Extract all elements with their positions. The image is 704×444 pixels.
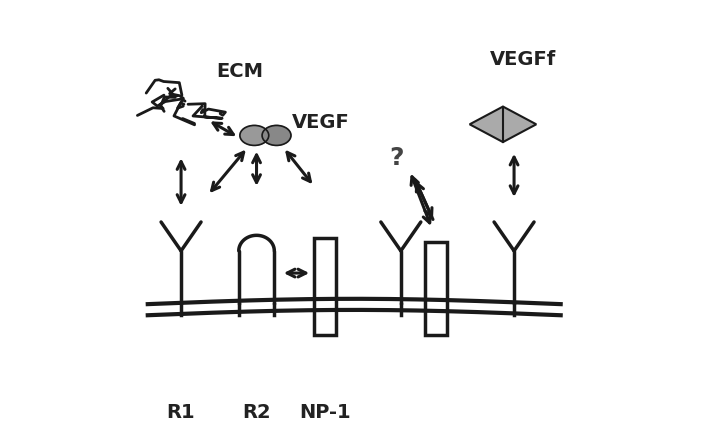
Text: R1: R1 (167, 404, 196, 422)
Text: VEGFf: VEGFf (490, 51, 556, 69)
Polygon shape (470, 107, 536, 142)
Ellipse shape (240, 126, 269, 146)
Text: R2: R2 (242, 404, 271, 422)
Text: ?: ? (389, 146, 403, 170)
FancyBboxPatch shape (125, 0, 579, 444)
Text: NP-1: NP-1 (299, 404, 351, 422)
Text: VEGF: VEGF (292, 113, 350, 131)
Text: ECM: ECM (217, 62, 263, 80)
Ellipse shape (262, 126, 291, 146)
